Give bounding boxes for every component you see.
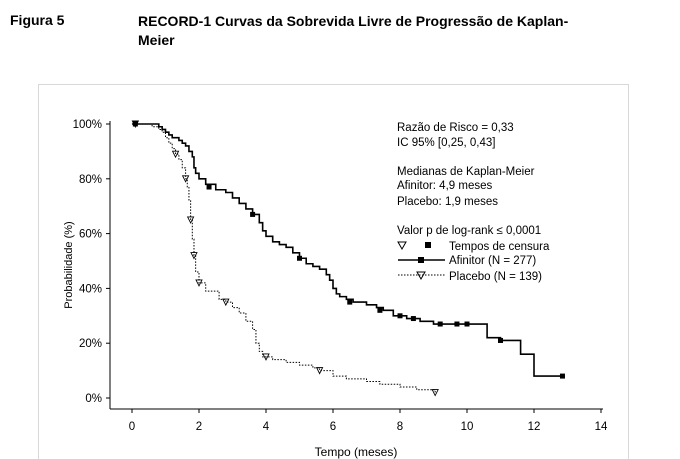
afinitor-censor-mark: [454, 321, 460, 327]
x-tick-label: 6: [330, 421, 336, 433]
afinitor-censor-mark: [206, 184, 212, 190]
median-afinitor: Afinitor: 4,9 meses: [397, 180, 492, 192]
afinitor-censor-mark: [464, 321, 470, 327]
x-tick-label: 4: [263, 421, 270, 433]
afinitor-censor-mark: [559, 373, 565, 379]
legend-placebo-label: Placebo (N = 139): [449, 271, 542, 283]
placebo-censor-mark: [195, 279, 203, 287]
p-value-annotation: Valor p de log-rank ≤ 0,0001: [397, 225, 541, 237]
afinitor-censor-mark: [347, 299, 353, 305]
ci-annotation: IC 95% [0,25, 0,43]: [397, 137, 495, 149]
figure-title-line-2: Meier: [138, 32, 175, 48]
legend-afinitor-marker: [418, 257, 424, 263]
x-axis-label: Tempo (meses): [315, 445, 398, 459]
placebo-censor-mark: [171, 150, 180, 159]
figure-title-line-1: RECORD-1 Curvas da Sobrevida Livre de Pr…: [138, 13, 569, 29]
afinitor-censor-mark: [410, 316, 416, 322]
y-tick-label: 60%: [79, 229, 102, 241]
afinitor-censor-mark: [297, 255, 302, 261]
legend: Tempos de censura Afinitor (N = 277) Pla…: [397, 241, 550, 283]
afinitor-curve: [132, 123, 563, 377]
figure-title: RECORD-1 Curvas da Sobrevida Livre de Pr…: [138, 12, 668, 50]
afinitor-censor-mark: [498, 337, 503, 343]
y-tick-label: 0%: [85, 393, 102, 405]
legend-censor-placebo-marker: [397, 241, 407, 251]
x-tick-label: 0: [129, 421, 135, 433]
afinitor-censor-mark: [132, 121, 138, 127]
afinitor-censor-mark: [397, 313, 403, 319]
placebo-censor-mark: [190, 252, 198, 260]
figure-label: Figura 5: [10, 12, 65, 28]
x-tick-label: 12: [528, 421, 541, 433]
placebo-censor-mark: [431, 389, 439, 397]
legend-censor-afinitor-marker: [425, 242, 431, 248]
median-placebo: Placebo: 1,9 meses: [397, 196, 498, 208]
y-tick-label: 100%: [73, 119, 102, 131]
afinitor-censor-mark: [437, 321, 443, 327]
afinitor-censor-mark: [250, 211, 256, 217]
placebo-censor-mark: [222, 298, 230, 307]
legend-afinitor-label: Afinitor (N = 277): [449, 255, 536, 267]
y-tick-label: 80%: [79, 174, 102, 186]
placebo-censor-mark: [181, 175, 190, 183]
x-tick-label: 8: [397, 421, 403, 433]
placebo-censor-mark: [315, 367, 324, 375]
placebo-censor-mark: [186, 216, 195, 224]
placebo-curve: [132, 123, 436, 393]
x-tick-label: 14: [595, 421, 608, 433]
x-tick-label: 10: [461, 421, 474, 433]
x-tick-label: 2: [196, 421, 202, 433]
legend-censor-label: Tempos de censura: [449, 241, 550, 253]
y-axis-label: Probabilidade (%): [63, 221, 75, 308]
y-tick-label: 20%: [79, 338, 102, 350]
y-tick-label: 40%: [79, 283, 102, 295]
medians-header: Medianas de Kaplan-Meier: [397, 166, 535, 178]
chart-frame: [38, 84, 629, 459]
hazard-ratio-annotation: Razão de Risco = 0,33: [397, 122, 514, 134]
placebo-censor-mark: [131, 120, 140, 129]
afinitor-censor-mark: [377, 307, 383, 313]
legend-placebo-marker: [416, 271, 426, 281]
placebo-censor-mark: [262, 353, 270, 361]
